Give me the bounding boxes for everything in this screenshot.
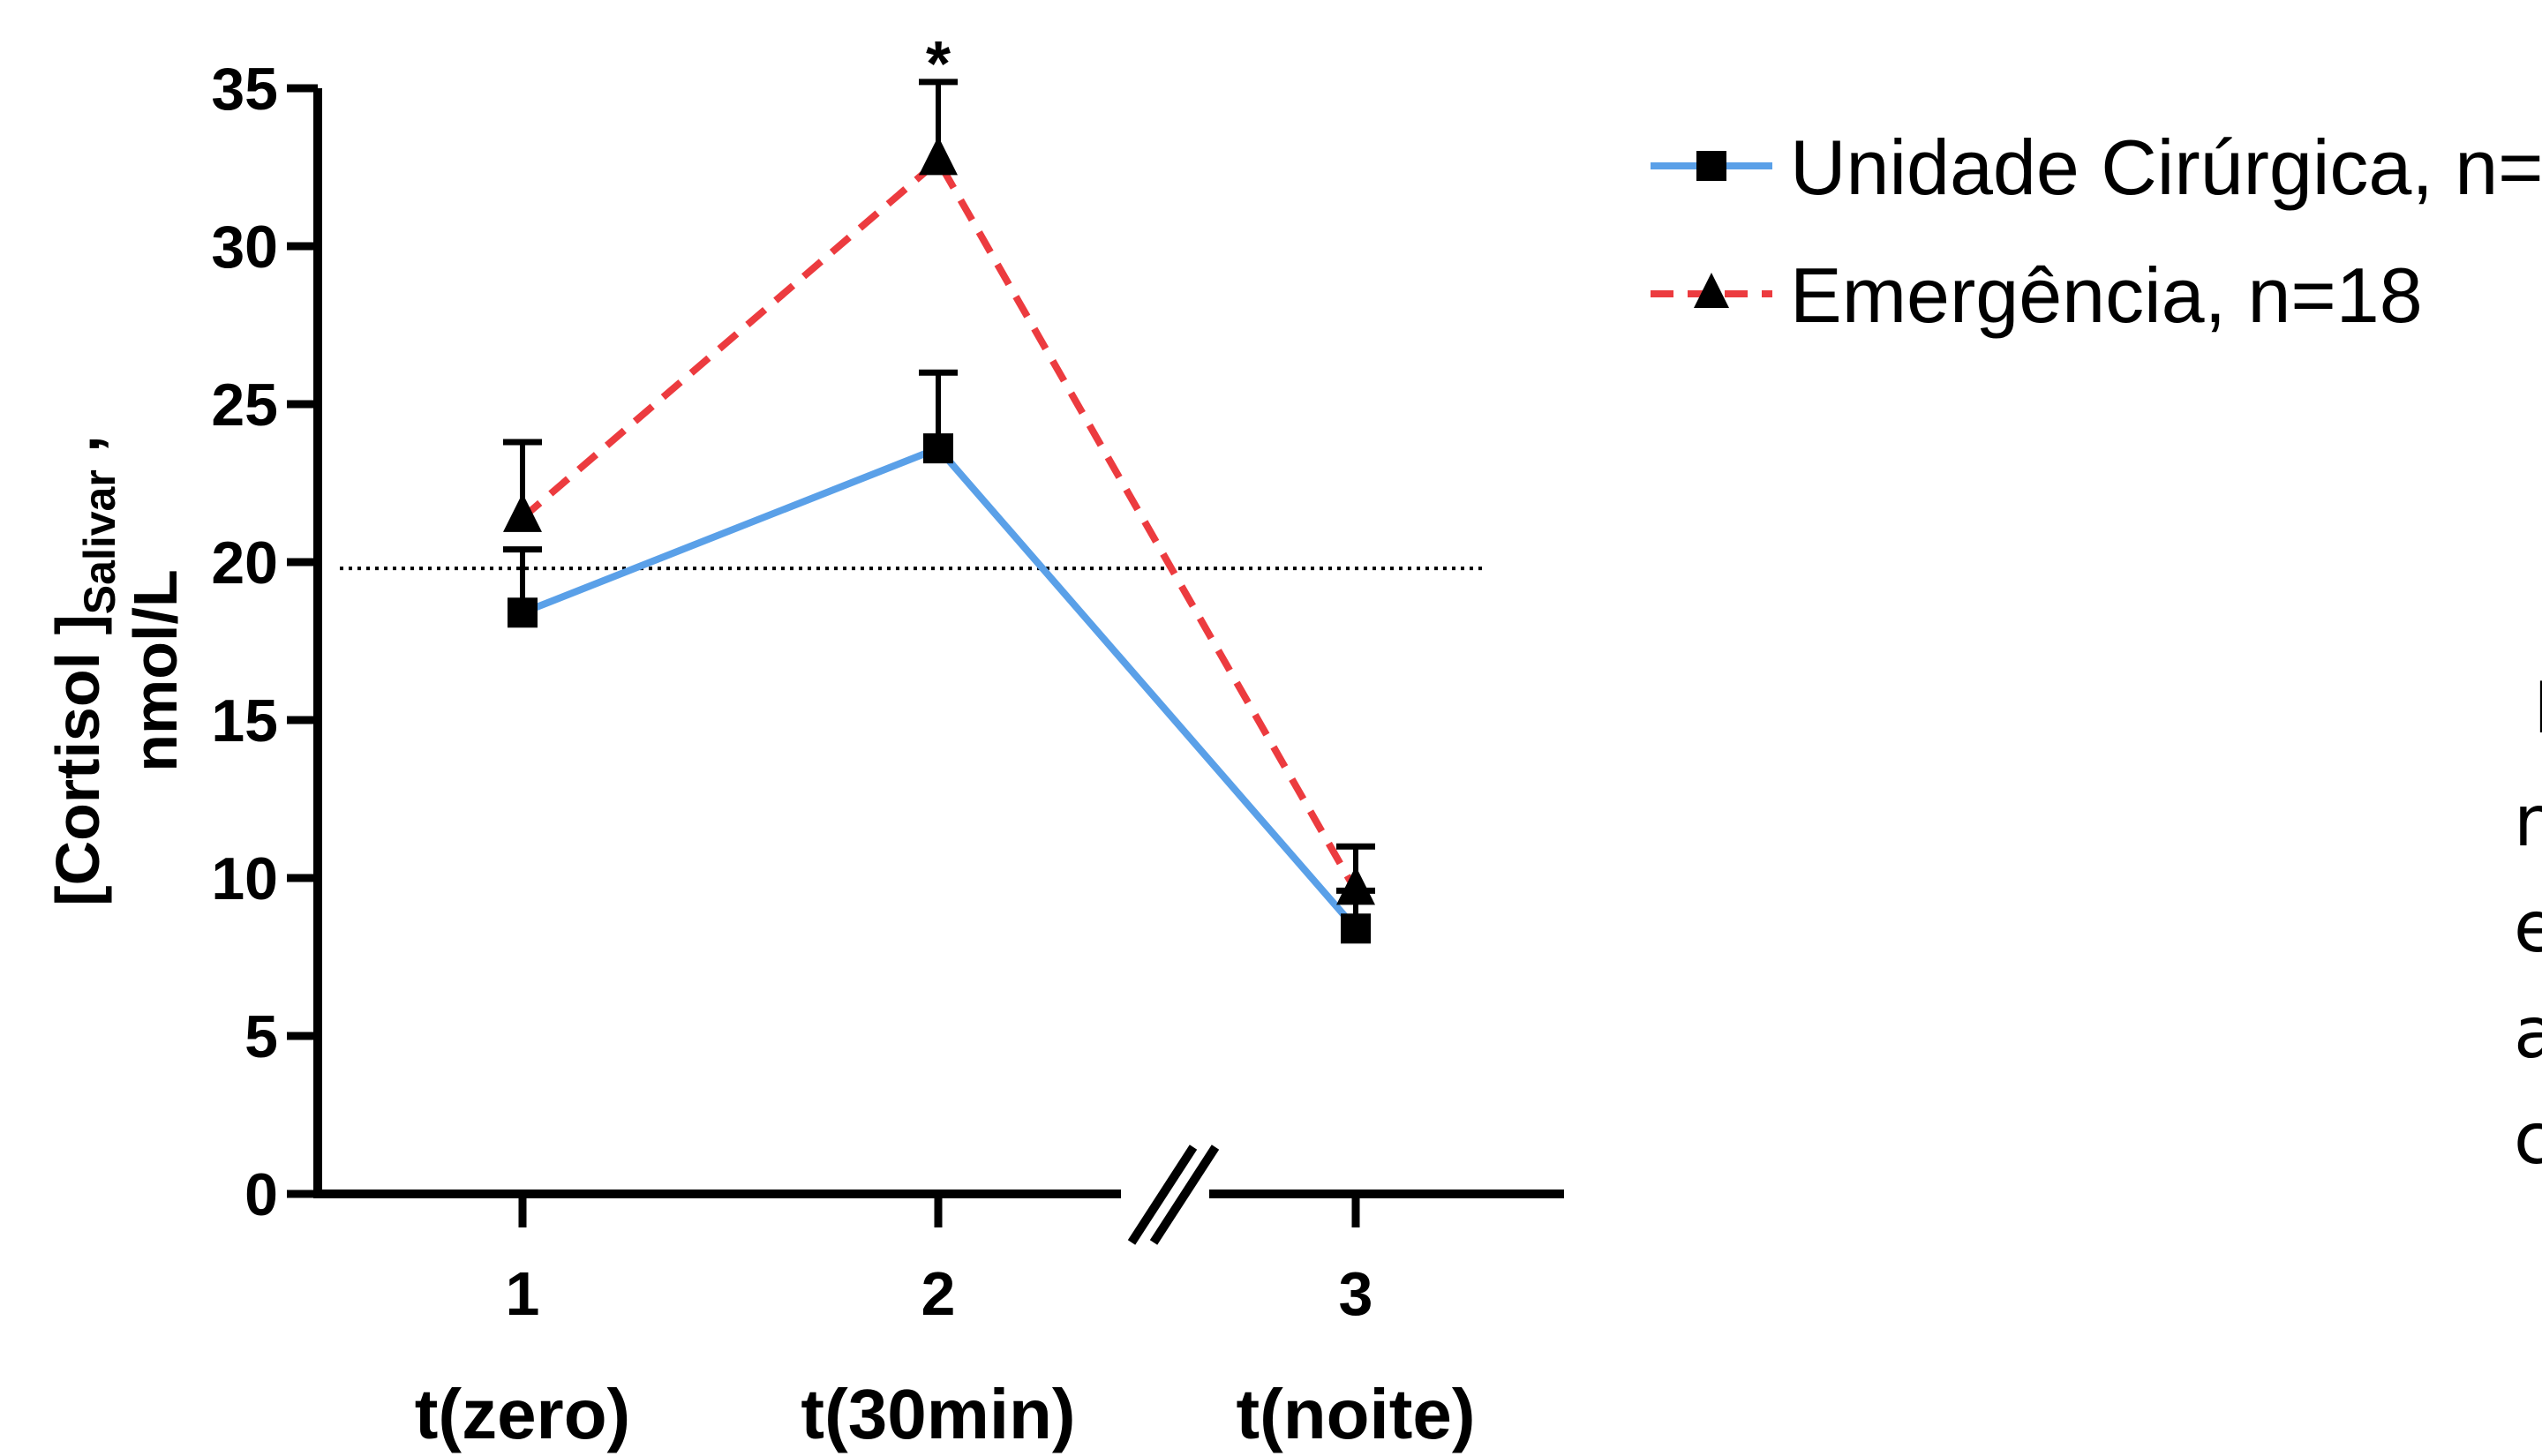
significance-annotation: *	[926, 29, 951, 100]
data-point-triangle	[919, 136, 958, 176]
legend-label: Unidade Cirúrgica, n=27	[1790, 124, 2542, 211]
y-tick-group: 0 5 10 15 20 25 30 35	[211, 56, 318, 1228]
y-tick-label: 30	[211, 214, 278, 281]
y-tick-label: 5	[244, 1003, 278, 1070]
svg-text:[Cortisol ]Salivar ,: [Cortisol ]Salivar ,	[43, 435, 124, 905]
side-text-char: a	[2514, 992, 2542, 1074]
y-tick-label: 10	[211, 845, 278, 912]
x-tick-group: 1 t(zero) 2 t(30min) 3 t(noite)	[415, 1194, 1476, 1453]
y-label-sub: Salivar	[75, 469, 124, 614]
side-text-char: I	[2533, 667, 2542, 749]
x-category-label: t(30min)	[801, 1375, 1075, 1453]
x-category-label: t(noite)	[1236, 1375, 1475, 1453]
series-line	[521, 444, 1359, 931]
y-axis-label: [Cortisol ]Salivar , nmol/L	[43, 435, 190, 905]
y-label-suffix: ,	[43, 435, 112, 469]
axis-break-mark	[1121, 1145, 1220, 1245]
x-tick-label: 2	[921, 1259, 956, 1328]
side-text-char: n	[2514, 780, 2542, 862]
y-label-line2: nmol/L	[121, 569, 190, 771]
series-lines	[520, 155, 1359, 931]
markers	[503, 136, 1375, 944]
side-text-char: c	[2514, 1098, 2542, 1180]
x-category-label: t(zero)	[415, 1375, 630, 1453]
y-tick-label: 15	[211, 687, 278, 754]
x-tick-label: 3	[1339, 1259, 1373, 1328]
legend-label: Emergência, n=18	[1790, 251, 2423, 339]
legend-marker-triangle	[1694, 273, 1729, 308]
y-tick-label: 20	[211, 529, 278, 597]
legend-marker-square	[1696, 151, 1726, 181]
x-tick-label: 1	[506, 1259, 540, 1328]
data-point-square	[508, 597, 538, 628]
data-point-triangle	[503, 492, 542, 532]
y-tick-label: 25	[211, 372, 278, 439]
annotations: *	[926, 29, 951, 100]
side-text-char: e	[2514, 886, 2542, 968]
data-point-square	[923, 433, 953, 464]
data-point-triangle	[1336, 866, 1375, 905]
y-label-main: [Cortisol ]	[43, 614, 112, 906]
y-tick-label: 35	[211, 56, 278, 123]
y-tick-label: 0	[244, 1161, 278, 1228]
legend: Unidade Cirúrgica, n=27 Emergência, n=18	[1651, 124, 2542, 339]
data-point-square	[1341, 913, 1371, 944]
side-text: Ineac	[2514, 667, 2542, 1180]
